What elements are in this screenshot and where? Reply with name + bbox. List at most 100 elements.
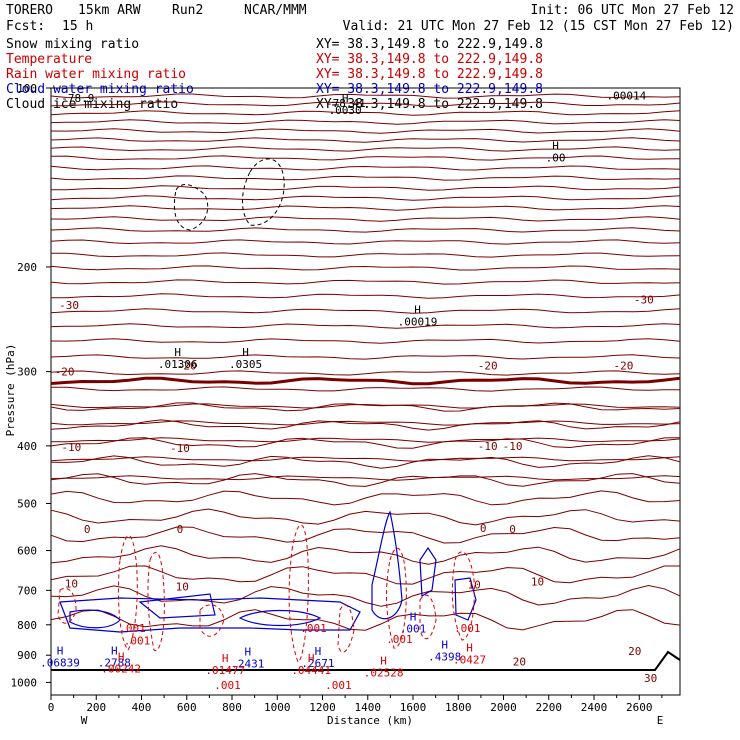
x-tick-label-12: 2400	[581, 701, 608, 714]
isotherm	[51, 185, 681, 191]
extremum-letter: H	[111, 644, 118, 657]
extremum-letter: H	[414, 303, 421, 316]
x-tick-label-2: 400	[132, 701, 152, 714]
isotherm	[50, 473, 681, 487]
isotherm	[50, 110, 681, 116]
rain-contour	[199, 604, 225, 637]
extremum-value: .0427	[453, 653, 486, 666]
isotherm	[50, 455, 681, 469]
y-tick-label-8: 900	[17, 649, 37, 662]
extremum-letter: H	[315, 645, 322, 658]
isotherm	[51, 101, 681, 107]
header-valid: Valid: 21 UTC Mon 27 Feb 12 (15 CST Mon …	[343, 19, 734, 34]
rain-label: .001	[214, 679, 241, 692]
isotherm-label: 0	[84, 523, 91, 536]
rain-contour	[117, 535, 138, 651]
isotherm-label: -20	[478, 360, 498, 373]
rain-label: .001	[325, 679, 352, 692]
cloud-water-contour	[371, 510, 403, 620]
x-tick-label-9: 1800	[445, 701, 472, 714]
y-tick-label-7: 800	[17, 619, 37, 632]
rain-contour	[386, 548, 407, 649]
x-tick-label-8: 1600	[400, 701, 427, 714]
cloud-water-contour	[138, 593, 216, 619]
x-endpoint-right: E	[657, 714, 664, 727]
y-tick-label-1: 200	[17, 261, 37, 274]
x-axis-label: Distance (km)	[327, 714, 413, 727]
y-axis-label: Pressure (hPa)	[4, 344, 17, 437]
isotherm	[50, 565, 680, 585]
isotherm	[50, 456, 681, 462]
isotherm	[50, 420, 681, 426]
cloud-water-contours	[59, 510, 477, 633]
isotherm	[50, 128, 681, 134]
isotherm	[50, 195, 681, 201]
extremum-letter: H	[410, 611, 417, 624]
isotherm-label: 10	[531, 576, 544, 589]
isotherm	[50, 419, 681, 431]
rain-contour	[147, 551, 165, 652]
rain-contour	[419, 594, 437, 640]
extremum-letter: H	[174, 346, 181, 359]
extremum-letter: H	[380, 655, 387, 668]
isotherm-label: 20	[513, 655, 526, 668]
x-tick-label-10: 2000	[490, 701, 517, 714]
isotherm-label: -10	[503, 440, 523, 453]
contour-labels: -30 -30 -20 -20 -20 -20 -10 -10 -10 -10 0 0 0 0 10 10 10…	[40, 90, 657, 692]
field-name-2: Rain water mixing ratio	[6, 67, 186, 82]
extremum-value: .00	[546, 152, 566, 165]
extremum-letter: H	[441, 639, 448, 652]
rain-label: .001	[386, 633, 413, 646]
isotherm	[50, 508, 681, 526]
header-model: TORERO	[6, 3, 53, 18]
extremum-letter: H	[57, 644, 64, 657]
isotherm	[50, 227, 681, 233]
plot-frame	[50, 87, 681, 696]
top-label: -78.9	[61, 92, 94, 105]
extremum-letter: H	[118, 650, 125, 663]
ice-contours	[173, 158, 285, 231]
isotherm-label: -20	[55, 366, 75, 379]
x-tick-label-0: 0	[48, 701, 55, 714]
cloud-water-contour	[59, 597, 361, 633]
y-tick-label-3: 400	[17, 440, 37, 453]
isotherm	[50, 545, 681, 565]
isotherm	[50, 265, 681, 271]
x-tick-label-7: 1400	[355, 701, 382, 714]
isotherm-label: -30	[634, 294, 654, 307]
isotherm	[50, 475, 681, 481]
isotherm-label: 0	[177, 523, 184, 536]
field-name-3: Cloud water mixing ratio	[6, 82, 194, 97]
isotherm	[50, 338, 681, 344]
isotherm	[50, 437, 681, 449]
extremum-value: .02528	[364, 667, 404, 680]
field-xy-0: XY= 38.3,149.8 to 222.9,149.8	[316, 37, 543, 52]
cloud-water-contour	[238, 609, 322, 627]
x-tick-label-11: 2200	[536, 701, 563, 714]
isotherm	[50, 402, 681, 412]
temperature-contours	[50, 93, 681, 631]
isotherm-label: -10	[170, 442, 190, 455]
isotherm	[50, 293, 681, 299]
isotherm-label: 30	[644, 672, 657, 685]
isotherm	[50, 205, 681, 211]
isotherm	[50, 490, 681, 506]
y-tick-label-9: 1000	[11, 676, 38, 689]
isotherm-label: 10	[65, 578, 78, 591]
isotherm-label: 0	[509, 523, 516, 536]
isotherm-label: 10	[467, 579, 480, 592]
x-endpoint-left: W	[81, 714, 88, 727]
isotherm	[50, 609, 681, 631]
x-tick-label-5: 1000	[264, 701, 291, 714]
extremum-value: .4398	[428, 651, 461, 664]
header-init: Init: 06 UTC Mon 27 Feb 12	[531, 3, 735, 18]
y-tick-label-2: 300	[17, 366, 37, 379]
header: TORERO 15km ARW Run2 NCAR/MMM Init: 06 U…	[6, 3, 734, 34]
cloud-water-contour	[454, 577, 477, 621]
isotherm	[50, 370, 681, 376]
extremum-value: .0305	[229, 358, 262, 371]
isotherm	[50, 146, 681, 152]
x-axis: 0 200 400 600 800 1000 1200 1400 1600 1800 2000 220…	[48, 695, 663, 714]
extremum-letter: H	[466, 641, 473, 654]
isotherm-label: 0	[480, 522, 487, 535]
